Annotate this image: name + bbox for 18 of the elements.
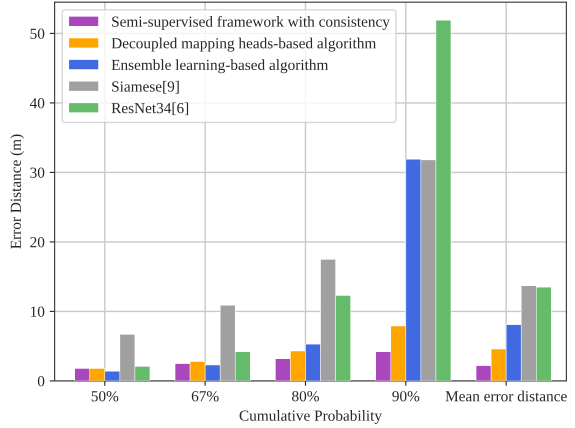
y-tick-label: 30: [30, 168, 44, 178]
x-tick-label: 90%: [392, 391, 420, 402]
y-tick-label: 0: [38, 376, 44, 386]
x-tick-label: 67%: [192, 391, 219, 402]
x-tick-label: Mean error distance: [446, 390, 567, 402]
y-tick-label: 20: [30, 237, 44, 248]
y-tick-label: 50: [30, 28, 44, 39]
legend-label: ResNet34[6]: [112, 102, 188, 116]
x-axis-title: Cumulative Probability: [240, 410, 382, 424]
legend-label: Semi-supervised framework with consistency: [112, 16, 390, 30]
x-tick-label: 50%: [92, 391, 118, 402]
y-tick-label: 40: [30, 98, 44, 108]
legend-label: Decoupled mapping heads-based algorithm: [112, 38, 376, 52]
y-tick-label: 10: [30, 306, 44, 317]
legend-label: Siamese[9]: [112, 80, 179, 94]
x-tick-label: 80%: [292, 391, 319, 402]
legend-label: Ensemble learning-based algorithm: [112, 59, 328, 74]
y-axis-title: Error Distance (m): [10, 134, 24, 249]
